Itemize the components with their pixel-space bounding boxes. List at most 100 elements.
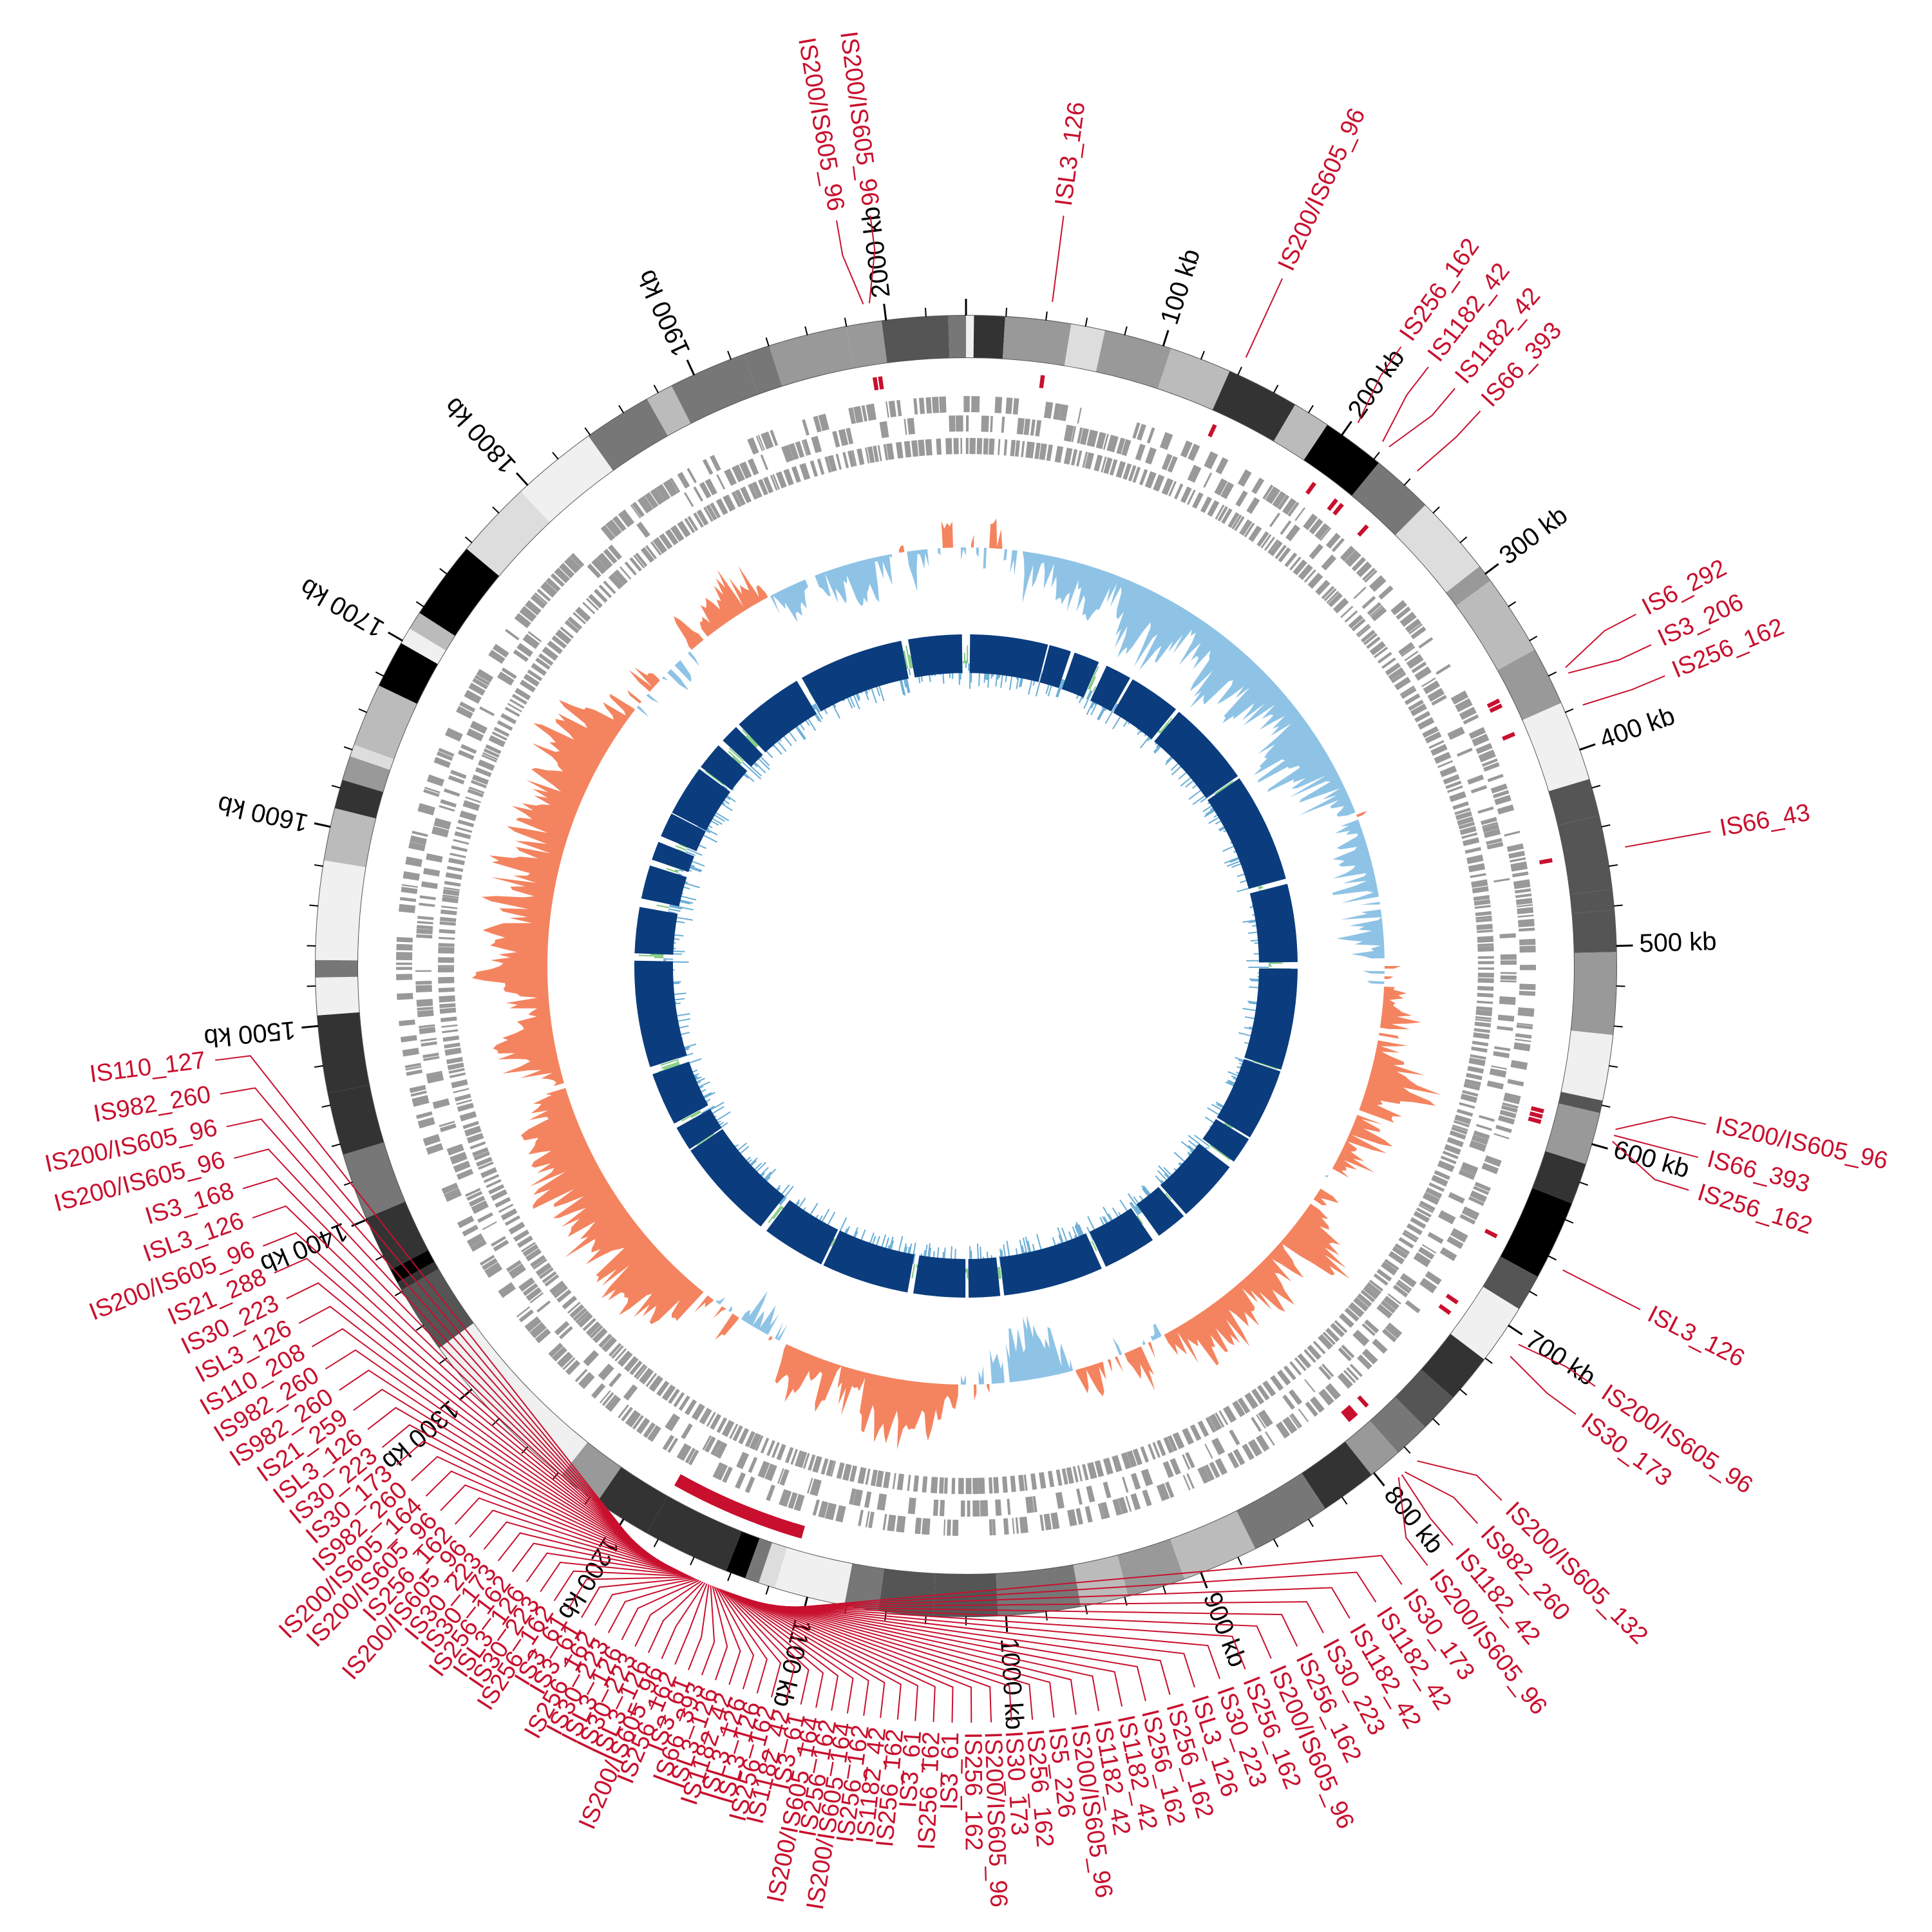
gene-block <box>1207 500 1220 517</box>
is-leader-line <box>1567 644 1652 674</box>
gene-block <box>1500 975 1517 980</box>
gene-block <box>1519 945 1536 953</box>
gene-block <box>456 706 473 719</box>
gene-block <box>966 415 969 432</box>
ideogram-band <box>846 321 887 368</box>
gene-block <box>1318 1334 1334 1350</box>
ideogram-band <box>466 491 550 576</box>
core-block <box>766 1200 838 1265</box>
gene-block <box>1046 444 1053 461</box>
gene-block <box>1234 516 1245 531</box>
gene-block <box>1473 1186 1490 1195</box>
is-mark <box>1486 698 1501 708</box>
ideogram-band <box>726 1531 760 1578</box>
gene-block <box>702 1435 712 1451</box>
gene-block <box>1351 618 1366 632</box>
gene-block <box>1232 1400 1245 1417</box>
gene-block <box>791 466 801 483</box>
gene-block <box>1164 1481 1175 1498</box>
gene-block <box>1338 1347 1352 1361</box>
gene-block <box>1002 1476 1008 1493</box>
gene-block <box>1460 1167 1477 1176</box>
gene-block <box>1101 456 1107 473</box>
gene-block <box>1237 469 1252 487</box>
gene-block <box>623 1384 638 1401</box>
gene-block <box>702 459 714 475</box>
is-leader-line <box>751 1600 1055 1718</box>
is-leader-line <box>311 1328 659 1562</box>
is-leader-line <box>715 1587 755 1690</box>
is-mark <box>1539 858 1553 865</box>
gene-block <box>1142 1489 1152 1507</box>
minor-tick <box>343 1181 353 1186</box>
minor-tick <box>464 536 473 544</box>
gene-block <box>939 396 947 413</box>
gc-area <box>898 545 905 553</box>
gene-block <box>1466 855 1484 864</box>
gene-block <box>1413 1252 1432 1267</box>
gene-block <box>577 1312 593 1328</box>
gene-block <box>677 520 691 538</box>
gene-block <box>842 1463 852 1481</box>
gene-block <box>1477 956 1494 959</box>
gene-block <box>1427 688 1445 702</box>
core-block <box>1136 1187 1184 1236</box>
gene-block <box>412 830 428 837</box>
gene-block <box>1459 1213 1476 1225</box>
gene-block <box>1418 1204 1434 1213</box>
gene-block <box>1406 1223 1423 1235</box>
gene-block <box>1182 1428 1195 1445</box>
gene-block <box>515 687 531 701</box>
gene-block <box>1186 1473 1195 1489</box>
minor-tick <box>1459 1388 1468 1396</box>
is-element-label: IS200/IS605_96 <box>1273 104 1371 275</box>
is-leader-line <box>553 1570 690 1602</box>
gene-block <box>421 881 438 889</box>
ideogram-band <box>1345 1421 1398 1475</box>
gene-block <box>913 1475 919 1492</box>
gene-block <box>399 896 417 902</box>
gene-block <box>472 677 488 690</box>
gene-block <box>440 1016 457 1023</box>
gene-block <box>1419 1278 1437 1294</box>
gene-block <box>1321 1363 1334 1378</box>
is-leader-line <box>226 1118 645 1554</box>
gc-area <box>775 1344 958 1450</box>
gene-block <box>567 616 583 630</box>
gene-block <box>405 1066 422 1071</box>
gene-block <box>1116 437 1126 455</box>
is-leader-line <box>743 1596 972 1723</box>
gene-block <box>483 1174 500 1184</box>
gene-block <box>943 1519 946 1536</box>
core-block <box>968 1257 1001 1298</box>
gene-block <box>508 1263 526 1279</box>
gene-block <box>448 857 465 866</box>
gene-block <box>417 802 435 816</box>
gene-block <box>450 853 466 858</box>
gc-area <box>1115 1356 1124 1372</box>
gene-block <box>1161 478 1174 495</box>
gene-block <box>1512 871 1529 878</box>
gc-area <box>1142 1340 1146 1345</box>
is-element-label: IS256_162 <box>959 1732 987 1851</box>
gene-block <box>1398 641 1414 656</box>
is-mark <box>1208 424 1217 438</box>
is-mark <box>1529 1111 1543 1119</box>
gene-block <box>710 502 721 518</box>
minor-tick <box>1045 311 1048 321</box>
gene-block <box>1394 676 1411 690</box>
core-block <box>723 726 763 767</box>
gene-block <box>1481 817 1497 826</box>
gene-block <box>1513 1042 1531 1052</box>
core-block <box>1244 968 1298 1070</box>
gene-block <box>605 519 622 538</box>
gene-block <box>907 417 916 435</box>
gene-block <box>469 721 488 734</box>
core-block <box>1208 778 1286 889</box>
gene-block <box>632 1415 644 1430</box>
is-leader-line <box>755 1601 1100 1711</box>
gene-block <box>1394 1243 1410 1255</box>
gene-block <box>1457 748 1473 757</box>
ideogram-band <box>881 316 950 363</box>
is-mark <box>1327 498 1338 511</box>
